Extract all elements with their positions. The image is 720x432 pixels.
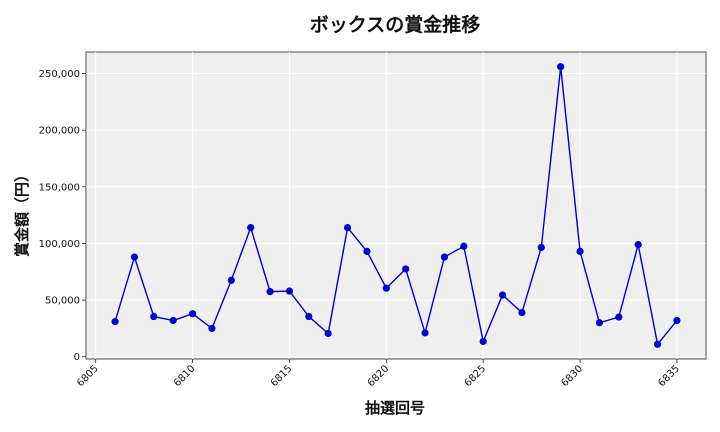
x-axis-ticks: 6805 6810 6815 6820 6825 6830 6835 xyxy=(75,359,682,389)
data-point xyxy=(421,329,429,337)
data-point xyxy=(673,316,681,325)
data-point xyxy=(498,291,507,299)
data-point xyxy=(169,316,177,325)
series-line xyxy=(114,66,678,346)
x-axis-label: 抽選回号 xyxy=(365,399,425,417)
data-point xyxy=(305,312,313,321)
data-point xyxy=(150,312,158,321)
data-point xyxy=(576,247,584,255)
x-tick-label: 6810 xyxy=(172,363,198,389)
y-axis-label: 賞金額（円） xyxy=(13,167,31,257)
data-point xyxy=(557,63,565,71)
y-tick-label: 100,000 xyxy=(39,239,80,250)
data-point xyxy=(285,287,294,295)
data-point xyxy=(382,284,390,292)
x-tick-label: 6815 xyxy=(269,363,295,389)
data-point xyxy=(479,337,487,346)
data-point xyxy=(324,329,332,338)
data-point xyxy=(595,319,604,327)
x-tick-label: 6820 xyxy=(366,363,392,389)
grid-lines xyxy=(86,52,706,359)
x-tick-label: 6830 xyxy=(559,363,585,389)
data-point xyxy=(615,313,623,321)
data-point xyxy=(363,247,371,255)
series-group xyxy=(111,63,681,348)
y-tick-label: 250,000 xyxy=(39,69,80,80)
y-tick-label: 50,000 xyxy=(45,296,80,307)
x-tick-label: 6835 xyxy=(656,363,682,389)
data-point xyxy=(208,324,216,333)
data-point xyxy=(247,223,255,232)
data-point xyxy=(653,340,662,348)
data-point xyxy=(402,265,410,273)
y-axis-ticks: 0 50,000 100,000 150,000 200,000 250,000 xyxy=(39,69,86,363)
y-tick-label: 200,000 xyxy=(39,126,80,137)
data-point xyxy=(130,253,139,261)
data-point xyxy=(343,223,352,232)
data-point xyxy=(227,276,235,284)
data-point xyxy=(634,240,642,249)
data-point xyxy=(440,253,449,261)
chart-title: ボックスの賞金推移 xyxy=(310,13,480,36)
data-point xyxy=(460,242,468,250)
data-point xyxy=(537,243,545,252)
data-point xyxy=(266,287,274,296)
data-point xyxy=(111,318,119,326)
x-tick-label: 6825 xyxy=(463,363,489,389)
x-tick-label: 6805 xyxy=(75,363,101,389)
y-tick-label: 0 xyxy=(74,352,80,363)
plot-area xyxy=(85,51,707,360)
data-point xyxy=(188,310,197,318)
data-point xyxy=(518,308,526,317)
y-tick-label: 150,000 xyxy=(39,182,80,193)
